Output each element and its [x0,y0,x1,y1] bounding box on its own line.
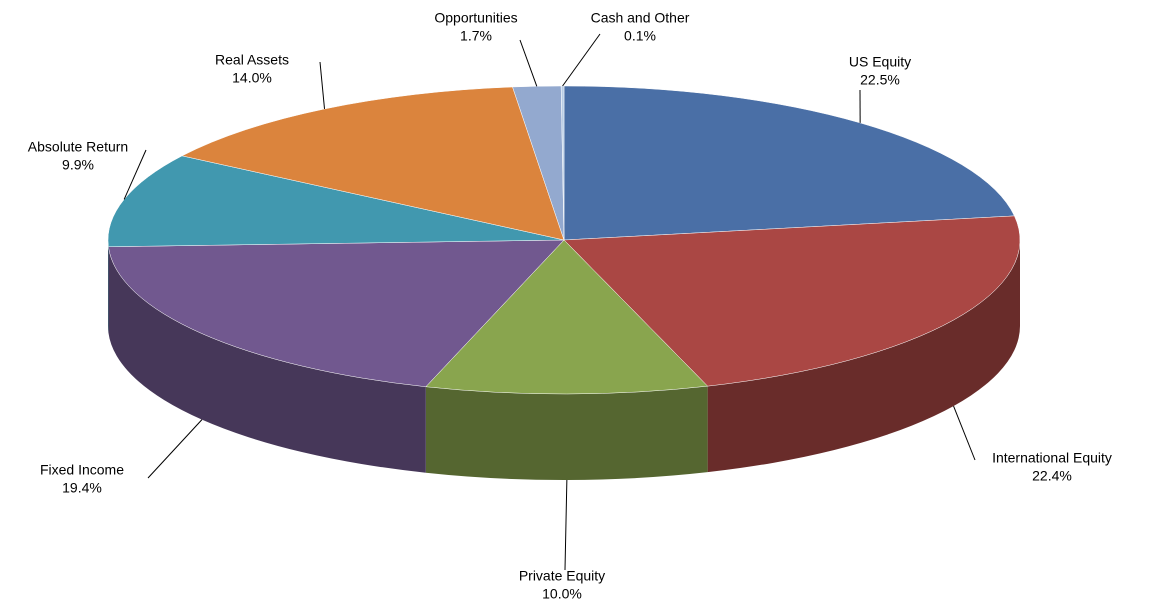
slice-label: Cash and Other [591,10,690,26]
slice-value-label: 0.1% [624,28,656,44]
slice-label: Opportunities [434,10,517,26]
slice-label: International Equity [992,450,1112,466]
slice-value-label: 22.5% [860,72,900,88]
slice-value-label: 10.0% [542,586,582,602]
slice-label: Absolute Return [28,139,128,155]
leader-line [565,480,567,570]
slice [564,86,1014,240]
slice-value-label: 19.4% [62,480,102,496]
slice-label: Real Assets [215,52,289,68]
leader-line [148,420,202,478]
slice-label: Fixed Income [40,462,124,478]
leader-line [320,62,325,109]
leader-line [563,34,600,86]
slice-value-label: 9.9% [62,157,94,173]
slice-label: US Equity [849,54,911,70]
slice-value-label: 1.7% [460,28,492,44]
slice-value-label: 22.4% [1032,468,1072,484]
leader-line [954,406,975,460]
slice-value-label: 14.0% [232,70,272,86]
slice-side [426,386,708,480]
slice-label: Private Equity [519,568,605,584]
leader-line [520,40,537,86]
